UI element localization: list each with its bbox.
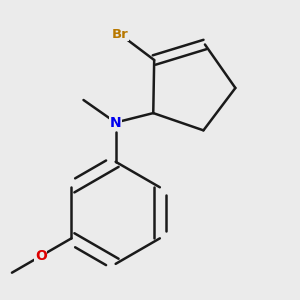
Text: O: O — [35, 249, 47, 263]
Text: N: N — [110, 116, 122, 130]
Text: Br: Br — [111, 28, 128, 40]
